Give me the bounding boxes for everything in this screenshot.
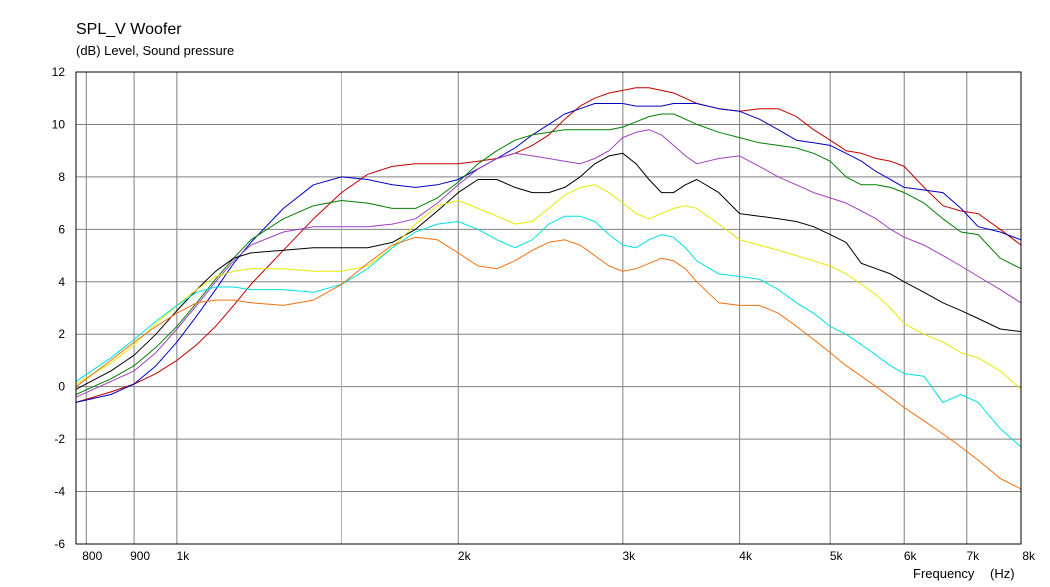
y-tick-label: 10	[52, 117, 66, 131]
series-line-8	[75, 236, 1022, 490]
y-tick-label: -6	[54, 537, 65, 551]
series-line-3	[75, 113, 1022, 395]
x-tick-label: 3k	[622, 549, 636, 563]
x-tick-label: 800	[82, 549, 102, 563]
y-tick-label: -2	[54, 432, 65, 446]
x-tick-labels: 800 900 1k 2k 3k 4k 5k 6k 7k 8k	[82, 549, 1036, 563]
y-tick-labels: 12 10 8 6 4 2 0 -2 -4 -6	[52, 65, 66, 551]
series-line-4	[75, 129, 1022, 398]
y-tick-label: 4	[58, 275, 65, 289]
x-axis-label: Frequency	[913, 566, 975, 581]
y-tick-label: 8	[58, 170, 65, 184]
x-tick-label: 5k	[830, 549, 844, 563]
grid	[76, 71, 1022, 545]
y-tick-label: 6	[58, 222, 65, 236]
x-tick-label: 7k	[966, 549, 980, 563]
x-tick-label: 2k	[458, 549, 472, 563]
chart-subtitle: (dB) Level, Sound pressure	[76, 43, 234, 58]
x-tick-label: 1k	[177, 549, 191, 563]
series-line-1	[75, 87, 1022, 403]
y-tick-label: 0	[58, 380, 65, 394]
x-tick-label: 8k	[1022, 549, 1036, 563]
y-tick-label: 2	[58, 327, 65, 341]
x-tick-label: 4k	[739, 549, 753, 563]
series-line-2	[75, 103, 1022, 403]
x-tick-label: 900	[130, 549, 150, 563]
series-line-7	[75, 215, 1022, 448]
series-group	[75, 87, 1022, 490]
x-tick-label: 6k	[904, 549, 918, 563]
plot-frame	[75, 71, 1022, 545]
series-line-5	[75, 152, 1022, 390]
chart-title: SPL_V Woofer	[76, 21, 182, 38]
x-axis-unit: (Hz)	[990, 566, 1015, 581]
y-tick-label: 12	[52, 65, 66, 79]
series-line-6	[75, 184, 1022, 390]
y-tick-label: -4	[54, 485, 65, 499]
